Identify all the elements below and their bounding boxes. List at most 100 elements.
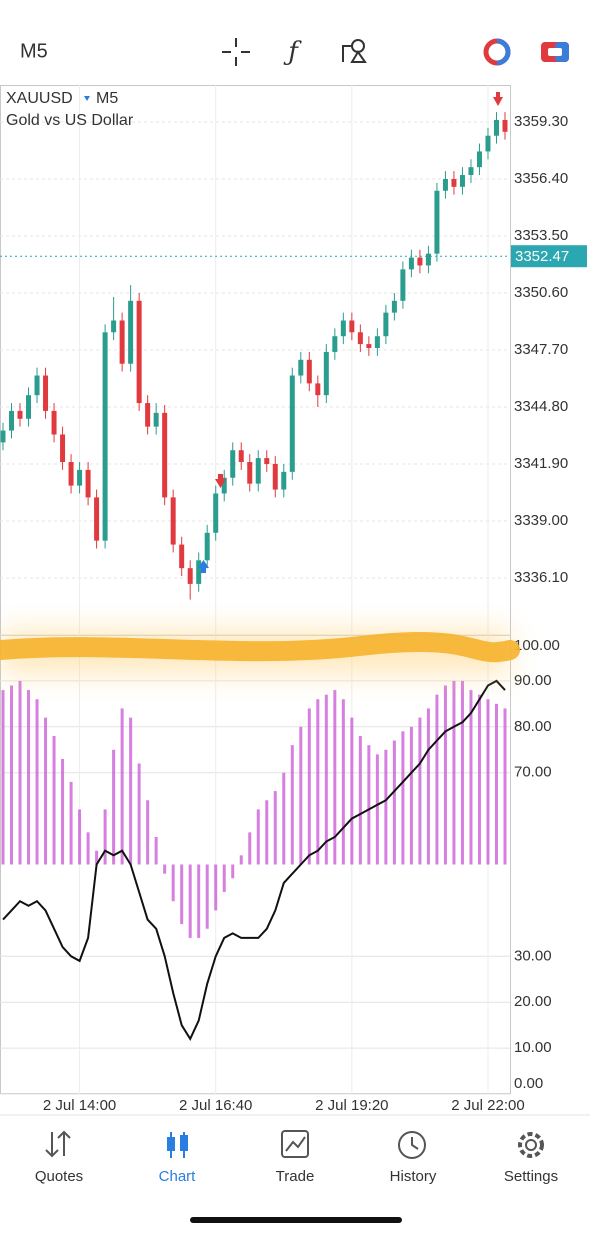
symbol[interactable]: XAUUSD [6, 90, 73, 107]
histogram-bar [231, 864, 235, 879]
histogram-bar [409, 726, 413, 865]
one-click-icon[interactable] [541, 42, 569, 62]
y-tick-label: 3359.30 [514, 113, 568, 130]
histogram-bar [316, 699, 320, 865]
y-tick-label: 70.00 [514, 764, 552, 781]
candle-body [102, 332, 108, 541]
histogram-bar [205, 864, 209, 929]
candle-body [255, 458, 261, 484]
candle-body [493, 119, 499, 136]
nav-trade[interactable]: Trade [276, 1168, 315, 1185]
histogram-bar [180, 864, 184, 925]
candle-body [366, 344, 372, 349]
histogram-bar [375, 754, 379, 865]
histogram-bar [129, 717, 133, 865]
histogram-bar [443, 685, 447, 865]
histogram-bar [239, 855, 243, 865]
y-tick-label: 30.00 [514, 947, 552, 964]
histogram-bar [222, 864, 226, 893]
nav-settings[interactable]: Settings [504, 1168, 558, 1185]
histogram-bar [154, 836, 158, 865]
y-tick-label: 3339.00 [514, 512, 568, 529]
y-tick-label: 3344.80 [514, 398, 568, 415]
y-tick-label: 3336.10 [514, 569, 568, 586]
candle-body [221, 477, 227, 494]
candle-body [417, 257, 423, 266]
buy-arrow [198, 560, 209, 573]
histogram-bar [418, 717, 422, 865]
candle-body [434, 190, 440, 254]
histogram-bar [452, 680, 456, 865]
histogram-bar [273, 791, 277, 865]
candle-body [17, 410, 23, 419]
histogram-bar [78, 809, 82, 865]
timeframe-button[interactable]: M5 [20, 40, 48, 62]
candle-body [485, 135, 491, 152]
histogram-bar [469, 690, 473, 865]
candle-body [77, 469, 83, 486]
home-indicator [190, 1217, 402, 1223]
current-price-label: 3352.47 [515, 248, 569, 265]
histogram-bar [401, 731, 405, 865]
nav-quotes[interactable]: Quotes [35, 1168, 83, 1185]
histogram-bar [137, 763, 141, 865]
candle-body [187, 568, 193, 584]
history-icon[interactable] [398, 1131, 426, 1159]
candle-body [26, 395, 32, 419]
histogram-bar [35, 699, 39, 865]
histogram-bar [486, 699, 490, 865]
histogram-bar [27, 690, 31, 865]
candle-body [136, 300, 142, 404]
candle-body [162, 412, 168, 498]
current-price-box [511, 245, 587, 268]
y-tick-label: 0.00 [514, 1075, 543, 1092]
candle-body [264, 458, 270, 464]
histogram-bar [435, 694, 439, 865]
settings-icon[interactable] [518, 1132, 544, 1158]
candle-body [315, 383, 321, 396]
x-tick-label: 2 Jul 16:40 [179, 1097, 252, 1114]
histogram-bar [256, 809, 260, 865]
histogram-bar [171, 864, 175, 902]
histogram-bar [103, 809, 107, 865]
crosshair-icon[interactable] [222, 38, 250, 66]
histogram-bar [95, 850, 99, 865]
candle-body [85, 469, 91, 498]
trade-icon[interactable] [483, 38, 511, 66]
histogram-bar [69, 781, 73, 865]
trade-nav-icon[interactable] [281, 1130, 309, 1158]
candle-body [111, 320, 117, 333]
sell-arrow [493, 92, 503, 106]
candle-body [68, 462, 74, 486]
chart-icon[interactable] [167, 1132, 188, 1158]
candle-body [425, 253, 431, 266]
histogram-bar [146, 800, 150, 865]
histogram-bar [265, 800, 269, 865]
histogram-bar [460, 680, 464, 865]
candle-body [340, 320, 346, 337]
indicators-icon[interactable]: ƒ [283, 37, 302, 67]
x-tick-label: 2 Jul 22:00 [451, 1097, 524, 1114]
oscillator-line [2, 679, 506, 1042]
objects-icon[interactable] [342, 39, 367, 63]
highlighter-mark [0, 630, 520, 674]
candle-body [408, 257, 414, 270]
histogram-bar [350, 717, 354, 865]
candle-body [43, 375, 49, 411]
nav-history[interactable]: History [390, 1168, 437, 1185]
nav-chart[interactable]: Chart [159, 1168, 197, 1185]
quotes-icon[interactable] [45, 1130, 71, 1158]
symbol-dropdown[interactable] [84, 96, 90, 101]
y-tick-label: 20.00 [514, 993, 552, 1010]
grid: 3359.30 3356.40 3353.50 3350.60 3347.70 3344.… [0, 85, 568, 1114]
candle-body [51, 410, 57, 435]
candle-body [349, 320, 355, 333]
histogram-bar [10, 685, 14, 865]
candle-body [383, 312, 389, 337]
histogram-bar [188, 864, 192, 938]
candle-body [459, 175, 465, 187]
candle-body [179, 544, 185, 569]
candle-body [391, 300, 397, 313]
histogram-bar [358, 735, 362, 865]
